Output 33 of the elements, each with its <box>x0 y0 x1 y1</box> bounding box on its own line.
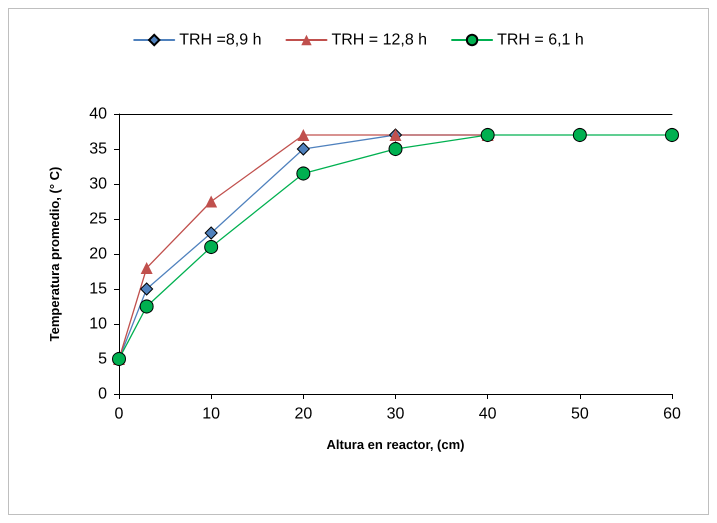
y-tick-label: 10 <box>89 316 108 332</box>
point <box>205 196 218 208</box>
point <box>296 166 310 180</box>
point <box>297 129 310 141</box>
x-tick-label: 10 <box>202 406 220 422</box>
y-tick-label: 15 <box>89 280 108 298</box>
point <box>204 240 218 254</box>
legend-label: TRH =8,9 h <box>179 32 262 48</box>
y-tick-label: 40 <box>89 106 108 122</box>
point <box>665 128 679 142</box>
point <box>204 226 218 240</box>
y-tick-label: 0 <box>98 386 108 402</box>
point <box>140 262 153 274</box>
point <box>572 128 587 142</box>
point <box>296 142 310 156</box>
point <box>388 142 402 156</box>
x-tick-label: 60 <box>663 406 681 422</box>
y-tick-label: 5 <box>98 350 108 368</box>
y-tick-label: 25 <box>89 210 108 228</box>
x-tick-label: 20 <box>294 406 312 422</box>
y-tick-label: 35 <box>89 140 108 158</box>
y-axis-title: Temperatura promedio, (° C) <box>47 166 62 342</box>
point <box>140 282 154 296</box>
point <box>140 300 154 314</box>
y-tick-label: 20 <box>89 246 108 262</box>
x-tick-label: 50 <box>570 406 589 422</box>
y-tick-label: 30 <box>89 176 108 192</box>
legend-label: TRH = 12,8 h <box>331 32 428 48</box>
x-tick-label: 0 <box>114 406 124 422</box>
x-axis-title: Altura en reactor, (cm) <box>326 437 464 452</box>
legend-label: TRH = 6,1 h <box>497 32 584 48</box>
x-tick-label: 40 <box>478 406 497 422</box>
x-tick-label: 30 <box>386 406 404 422</box>
